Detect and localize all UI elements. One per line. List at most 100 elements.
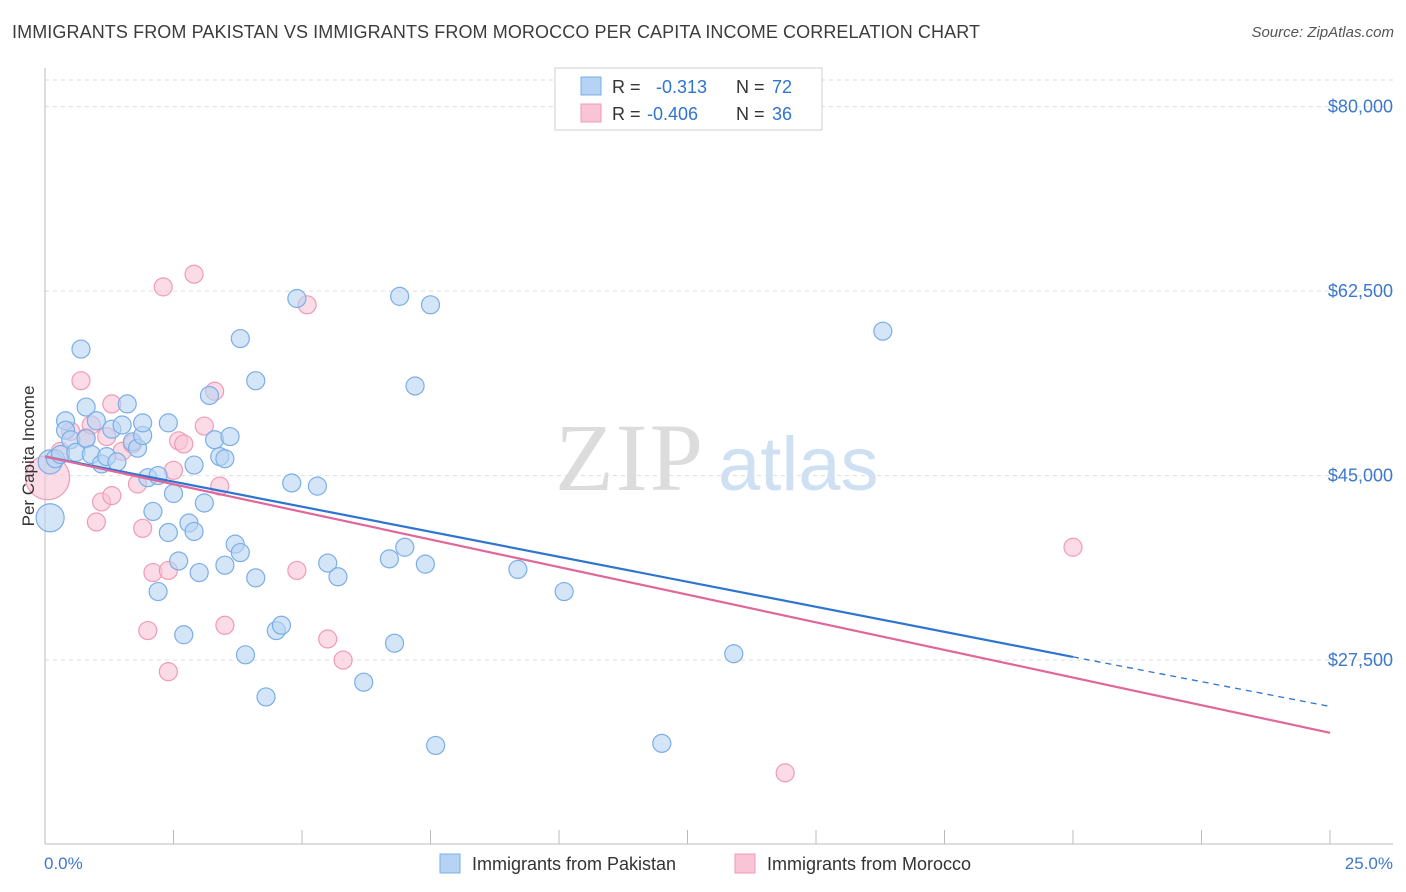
pakistan-point	[194, 493, 214, 513]
stats-legend: R = -0.313 N = 72 R = -0.406 N = 36	[554, 67, 823, 131]
trend-lines	[44, 455, 1331, 734]
pakistan-point	[405, 376, 425, 396]
y-tick-label: $27,500	[1328, 650, 1393, 670]
legend-n-value-pakistan: 72	[772, 77, 792, 97]
pakistan-point	[415, 554, 435, 574]
pakistan-point	[307, 476, 328, 496]
morocco-point	[71, 371, 91, 391]
pakistan-trend-line	[44, 455, 1074, 658]
source-credit: Source: ZipAtlas.com	[1251, 24, 1394, 41]
pakistan-point	[256, 687, 276, 707]
morocco-point	[174, 434, 194, 454]
morocco-point	[318, 629, 338, 649]
morocco-point	[158, 662, 178, 682]
chart-title: IMMIGRANTS FROM PAKISTAN VS IMMIGRANTS F…	[12, 22, 981, 42]
x-tick-label-right: 25.0%	[1345, 854, 1393, 873]
pakistan-point	[390, 286, 410, 306]
pakistan-point	[148, 581, 168, 602]
pakistan-point	[379, 549, 399, 569]
pakistan-point	[169, 551, 189, 571]
pakistan-point	[328, 567, 348, 587]
morocco-point	[184, 264, 204, 284]
legend-r-value-pakistan: -0.313	[656, 77, 707, 97]
pakistan-point	[246, 371, 266, 391]
legend-r-value-morocco: -0.406	[647, 104, 698, 124]
pakistan-point	[318, 553, 338, 573]
y-tick-label: $80,000	[1328, 97, 1393, 117]
pakistan-point	[184, 521, 204, 542]
pakistan-point	[873, 321, 893, 341]
gridlines	[45, 79, 1393, 661]
y-tick-label: $62,500	[1328, 281, 1393, 301]
legend-n-label-morocco: N =	[736, 104, 765, 124]
legend-n-value-morocco: 36	[772, 104, 792, 124]
y-tick-label: $45,000	[1328, 466, 1393, 486]
pakistan-point	[220, 426, 240, 447]
morocco-point	[333, 650, 353, 670]
legend-swatch-morocco	[580, 103, 602, 123]
pakistan-point	[420, 295, 441, 315]
morocco-point	[215, 615, 235, 635]
pakistan-point	[215, 555, 235, 575]
legend-r-label-pakistan: R =	[612, 77, 641, 97]
y-tick-labels: $80,000 $62,500 $45,000 $27,500	[1328, 97, 1393, 670]
pakistan-point	[189, 562, 209, 583]
pakistan-point	[235, 645, 256, 665]
morocco-trend-line	[44, 455, 1331, 734]
morocco-point	[287, 560, 307, 581]
pakistan-point	[246, 568, 266, 588]
series-legend-label-morocco: Immigrants from Morocco	[767, 854, 971, 874]
morocco-point	[86, 512, 107, 532]
pakistan-point	[199, 385, 220, 406]
morocco-point	[194, 416, 214, 436]
pakistan-point	[426, 735, 446, 756]
morocco-point	[1063, 537, 1083, 557]
pakistan-point	[112, 415, 132, 435]
series-legend-label-pakistan: Immigrants from Pakistan	[472, 854, 676, 874]
x-tick-label-left: 0.0%	[44, 854, 83, 873]
morocco-point	[102, 486, 122, 506]
pakistan-point	[652, 733, 672, 753]
pakistan-point	[174, 625, 194, 645]
pakistan-point	[271, 615, 292, 635]
series-legend-swatch-pakistan	[439, 853, 461, 874]
pakistan-point	[384, 633, 405, 653]
legend-n-label-pakistan: N =	[736, 77, 765, 97]
pakistan-point	[163, 483, 184, 504]
pakistan-point	[215, 449, 235, 469]
watermark-atlas: atlas	[718, 422, 879, 507]
pakistan-point	[117, 394, 137, 414]
pakistan-point	[133, 413, 153, 433]
pakistan-point	[86, 411, 107, 431]
morocco-point	[775, 763, 795, 783]
pakistan-point	[287, 288, 307, 309]
watermark-zip: ZIP	[555, 404, 705, 511]
legend-swatch-pakistan	[580, 76, 602, 96]
pakistan-point	[143, 501, 163, 522]
pakistan-point	[71, 339, 91, 359]
morocco-point	[133, 518, 153, 538]
pakistan-point	[184, 455, 204, 475]
morocco-point	[138, 620, 158, 641]
watermark: ZIP atlas	[555, 404, 879, 511]
pakistan-point	[230, 542, 250, 563]
pakistan-point	[230, 328, 250, 349]
pakistan-point	[205, 430, 225, 450]
pakistan-point	[76, 397, 96, 417]
legend-r-label-morocco: R =	[612, 104, 641, 124]
pakistan-point	[508, 559, 528, 580]
pakistan-point	[554, 581, 574, 602]
pakistan-points	[35, 286, 893, 756]
pakistan-point	[395, 537, 415, 557]
pakistan-point	[354, 672, 374, 692]
y-axis-label: Per Capita Income	[19, 386, 38, 527]
series-legend-swatch-morocco	[734, 853, 756, 874]
morocco-point	[153, 277, 173, 297]
pakistan-point	[35, 503, 65, 533]
pakistan-point	[107, 452, 127, 472]
pakistan-point	[158, 413, 178, 433]
pakistan-point	[724, 644, 744, 664]
pakistan-point	[282, 473, 302, 493]
pakistan-point	[158, 522, 178, 543]
